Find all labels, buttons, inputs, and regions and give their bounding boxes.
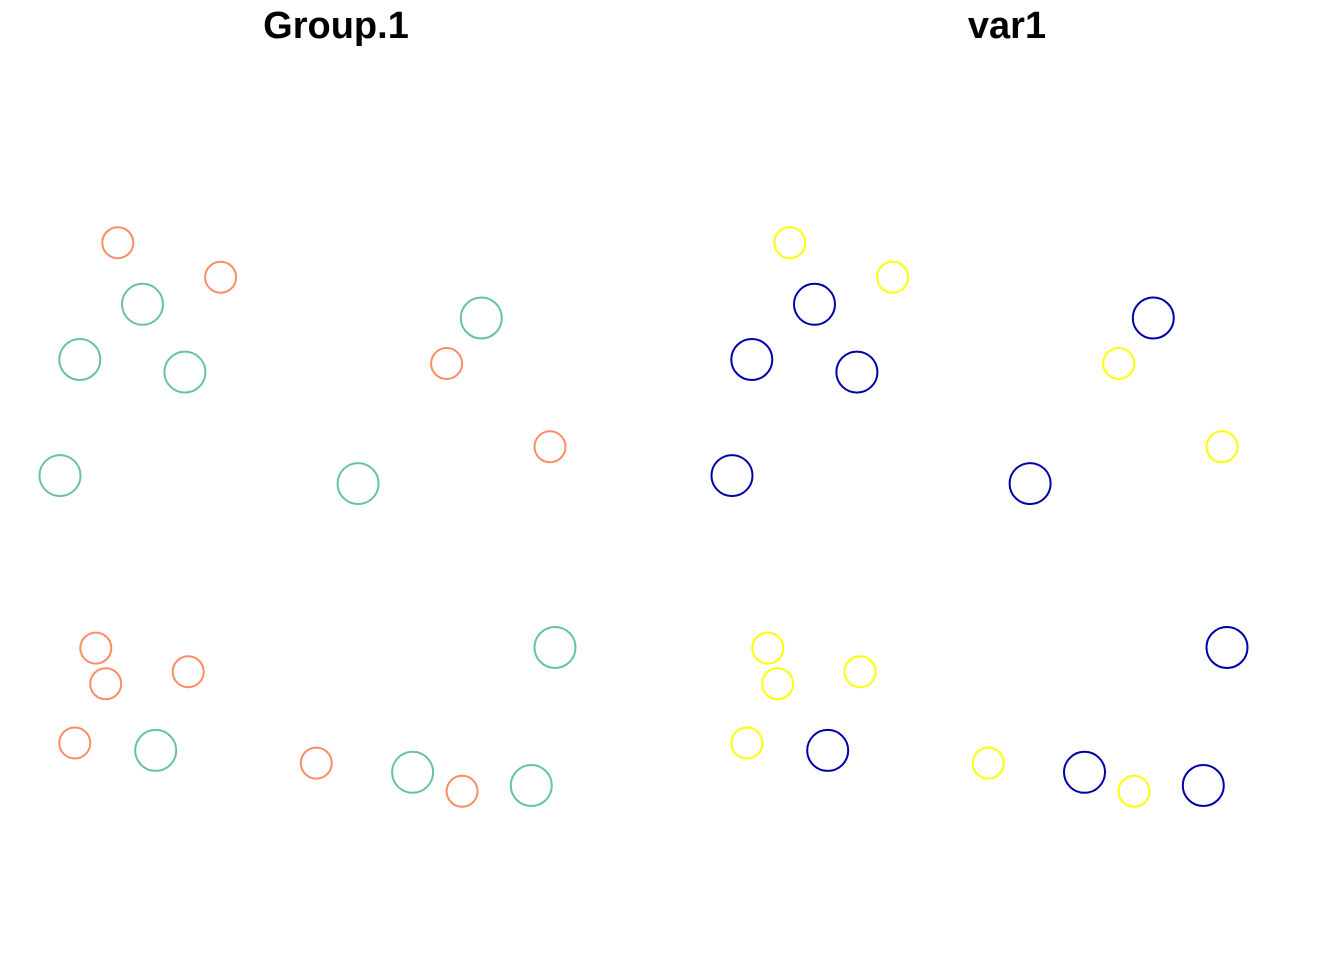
data-point-panel1-series2-1	[121, 282, 164, 326]
data-point-panel1-series1-10	[445, 774, 479, 808]
data-point-panel1-series1-7	[171, 655, 205, 689]
points-var1	[710, 226, 1249, 808]
data-point-panel1-series1-1	[101, 226, 135, 260]
data-point-panel2-series1-9	[971, 746, 1005, 780]
data-point-panel2-series1-5	[751, 631, 785, 665]
data-point-panel2-series1-2	[876, 260, 910, 294]
points-group-1	[38, 226, 577, 808]
data-point-panel1-series1-2	[204, 260, 238, 294]
panel-var1: var1	[710, 5, 1249, 808]
data-point-panel1-series2-6	[336, 462, 380, 506]
data-point-panel1-series1-9	[299, 746, 333, 780]
data-point-panel1-series2-10	[509, 764, 553, 807]
data-point-panel1-series2-7	[533, 626, 577, 669]
data-point-panel1-series1-8	[58, 726, 92, 760]
data-point-panel2-series1-8	[730, 726, 764, 760]
data-point-panel2-series2-4	[835, 350, 879, 394]
data-point-panel2-series2-5	[710, 454, 754, 498]
panel-title-var1: var1	[968, 5, 1046, 47]
data-point-panel2-series2-1	[793, 282, 836, 326]
data-point-panel1-series2-3	[58, 338, 102, 381]
data-point-panel1-series1-3	[430, 347, 464, 380]
data-point-panel2-series1-1	[773, 226, 807, 260]
data-point-panel2-series2-8	[806, 728, 850, 772]
data-point-panel1-series1-4	[533, 430, 567, 464]
data-point-panel2-series1-10	[1117, 774, 1151, 808]
data-point-panel1-series2-4	[163, 350, 207, 394]
data-point-panel2-series1-7	[843, 655, 877, 689]
data-point-panel2-series1-3	[1102, 347, 1136, 380]
data-point-panel1-series2-2	[459, 296, 503, 340]
data-point-panel2-series1-6	[761, 667, 795, 701]
data-point-panel2-series1-4	[1205, 430, 1239, 464]
data-point-panel1-series2-5	[38, 454, 82, 498]
data-point-panel1-series2-8	[134, 728, 178, 772]
data-point-panel1-series1-6	[89, 667, 123, 701]
data-point-panel2-series2-9	[1063, 750, 1106, 794]
data-point-panel1-series1-5	[79, 631, 113, 665]
data-point-panel1-series2-9	[391, 750, 435, 794]
data-point-panel2-series2-10	[1181, 764, 1225, 807]
data-point-panel2-series2-6	[1008, 462, 1052, 506]
panel-title-group-1: Group.1	[263, 5, 409, 47]
panel-group-1: Group.1	[38, 5, 577, 808]
data-point-panel2-series2-7	[1205, 626, 1249, 669]
data-point-panel2-series2-3	[730, 338, 774, 381]
data-point-panel2-series2-2	[1131, 296, 1175, 340]
